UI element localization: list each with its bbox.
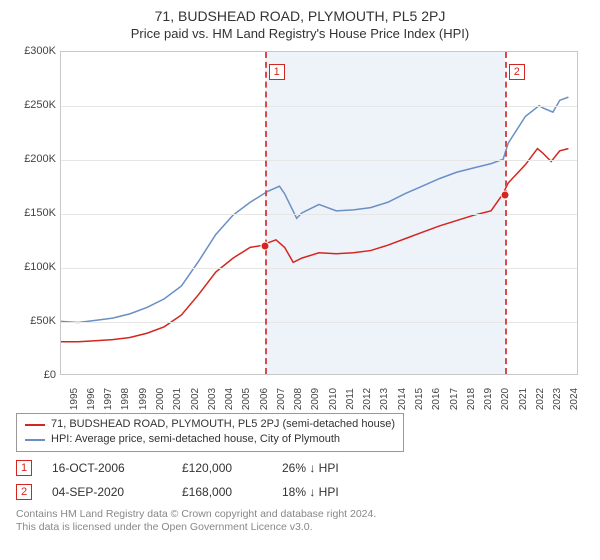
y-tick-label: £200K [24,153,56,165]
event-row: 1 16-OCT-2006 £120,000 26% ↓ HPI [16,460,584,476]
x-tick-label: 2006 [259,388,270,410]
x-tick-label: 2014 [397,388,408,410]
chart-flag: 2 [509,64,525,80]
x-tick-label: 2003 [207,388,218,410]
footer-line-1: Contains HM Land Registry data © Crown c… [16,508,584,522]
x-tick-label: 2019 [483,388,494,410]
x-tick-label: 1997 [103,388,114,410]
event-flag: 2 [16,484,32,500]
x-tick-label: 2002 [190,388,201,410]
line-series [61,52,577,374]
x-tick-label: 2011 [345,388,356,410]
y-tick-label: £100K [24,261,56,273]
x-tick-label: 2018 [466,388,477,410]
x-tick-label: 2009 [310,388,321,410]
x-tick-label: 1999 [138,388,149,410]
legend-label: HPI: Average price, semi-detached house,… [51,432,340,447]
x-tick-label: 2013 [379,388,390,410]
event-delta: 18% ↓ HPI [282,485,392,499]
footer-line-2: This data is licensed under the Open Gov… [16,521,584,535]
x-tick-label: 2004 [224,388,235,410]
x-axis-labels: 1995 1996 1997 1998 1999 2000 2001 2002 2003 2004… [60,377,578,407]
plot-region: 12 [60,51,578,375]
x-tick-label: 2012 [362,388,373,410]
legend: 71, BUDSHEAD ROAD, PLYMOUTH, PL5 2PJ (se… [16,413,404,452]
event-price: £120,000 [182,461,262,475]
event-date: 16-OCT-2006 [52,461,162,475]
x-tick-label: 2015 [414,388,425,410]
x-tick-label: 2005 [241,388,252,410]
x-tick-label: 2000 [155,388,166,410]
x-tick-label: 2024 [569,388,580,410]
x-tick-label: 2017 [449,388,460,410]
x-tick-label: 2001 [172,388,183,410]
x-tick-label: 2010 [328,388,339,410]
y-tick-label: £0 [44,369,56,381]
event-delta: 26% ↓ HPI [282,461,392,475]
x-tick-label: 1996 [86,388,97,410]
x-tick-label: 2007 [276,388,287,410]
price-marker [500,190,509,199]
event-flag: 1 [16,460,32,476]
x-tick-label: 2020 [500,388,511,410]
price-marker [260,242,269,251]
legend-row: 71, BUDSHEAD ROAD, PLYMOUTH, PL5 2PJ (se… [25,417,395,432]
footer: Contains HM Land Registry data © Crown c… [16,508,584,535]
event-price: £168,000 [182,485,262,499]
x-tick-label: 2022 [535,388,546,410]
y-tick-label: £50K [30,315,56,327]
legend-row: HPI: Average price, semi-detached house,… [25,432,395,447]
legend-swatch [25,424,45,426]
legend-swatch [25,439,45,441]
chart-flag: 1 [269,64,285,80]
event-date: 04-SEP-2020 [52,485,162,499]
page-title: 71, BUDSHEAD ROAD, PLYMOUTH, PL5 2PJ [16,8,584,24]
page-subtitle: Price paid vs. HM Land Registry's House … [16,26,584,41]
x-tick-label: 2008 [293,388,304,410]
x-tick-label: 1995 [69,388,80,410]
y-tick-label: £150K [24,207,56,219]
y-axis-labels: £0 £50K £100K £150K £200K £250K £300K [16,47,58,407]
x-tick-label: 2021 [518,388,529,410]
event-row: 2 04-SEP-2020 £168,000 18% ↓ HPI [16,484,584,500]
y-tick-label: £300K [24,45,56,57]
chart-area: £0£50K£100K£150K£200K£250K£300K 12 19951… [16,47,584,407]
x-tick-label: 1998 [120,388,131,410]
x-tick-label: 2016 [431,388,442,410]
event-table: 1 16-OCT-2006 £120,000 26% ↓ HPI 2 04-SEP-202… [16,460,584,500]
x-tick-label: 2023 [552,388,563,410]
y-tick-label: £250K [24,99,56,111]
legend-label: 71, BUDSHEAD ROAD, PLYMOUTH, PL5 2PJ (se… [51,417,395,432]
